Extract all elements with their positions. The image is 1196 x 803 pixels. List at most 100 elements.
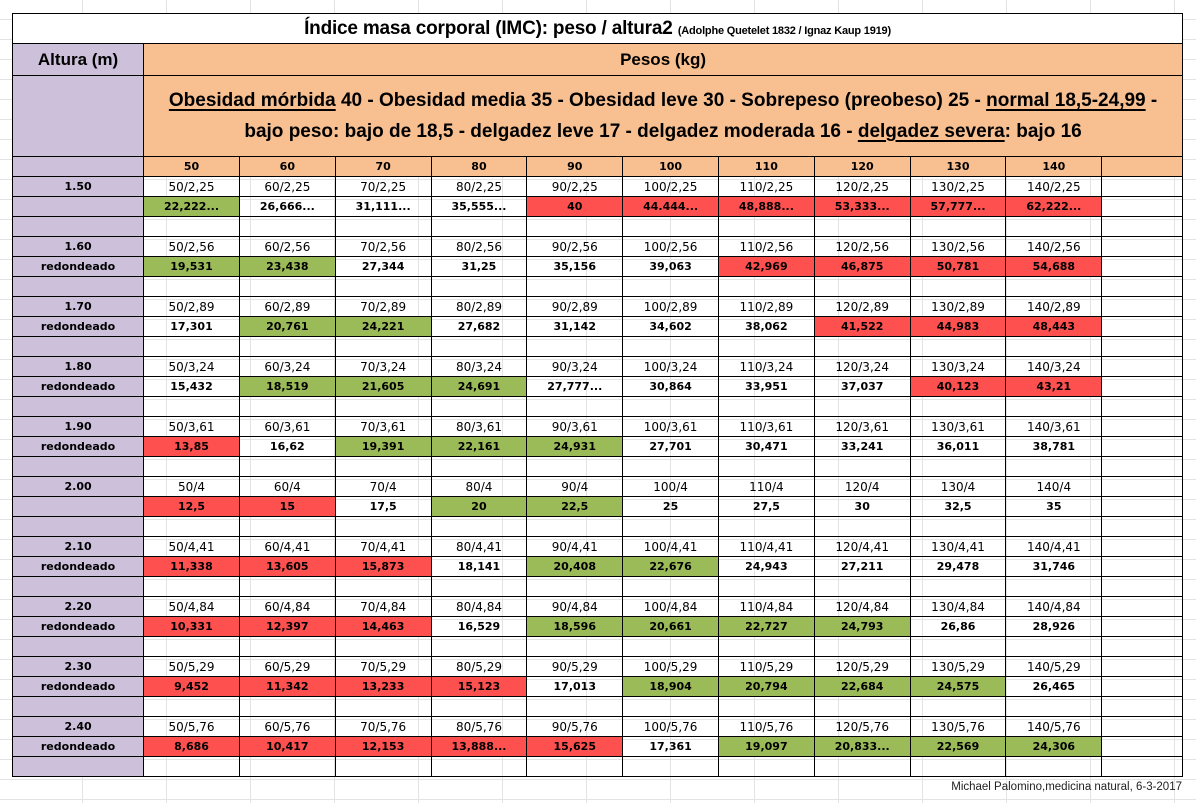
empty-cell[interactable] — [143, 756, 240, 777]
bmi-value-cell-normal[interactable]: 18,519 — [238, 376, 336, 397]
empty-cell[interactable] — [430, 756, 528, 777]
bmi-value-cell[interactable]: 17,361 — [622, 736, 719, 757]
bmi-value-cell-alert[interactable]: 57,777... — [909, 196, 1007, 217]
empty-cell[interactable] — [813, 756, 911, 777]
empty-cell[interactable] — [143, 216, 240, 237]
empty-cell[interactable] — [1101, 476, 1183, 497]
empty-cell[interactable] — [526, 336, 624, 357]
empty-cell[interactable] — [717, 756, 815, 777]
height-label[interactable]: 2.20 — [11, 596, 145, 617]
empty-cell[interactable] — [430, 456, 528, 477]
bmi-value-cell[interactable]: 24,943 — [717, 556, 815, 577]
formula-cell[interactable]: 80/4,41 — [430, 536, 528, 557]
bmi-value-cell-alert[interactable]: 12,5 — [143, 496, 240, 517]
spacer-label-cell[interactable] — [11, 696, 145, 717]
weight-header-cell[interactable]: 110 — [717, 156, 815, 177]
bmi-value-cell-normal[interactable]: 22,161 — [430, 436, 528, 457]
formula-cell[interactable]: 120/2,89 — [813, 296, 911, 317]
empty-cell[interactable] — [526, 636, 624, 657]
rounded-label[interactable]: redondeado — [11, 736, 145, 757]
empty-cell[interactable] — [334, 696, 432, 717]
formula-cell[interactable]: 50/4 — [143, 476, 240, 497]
empty-cell[interactable] — [813, 216, 911, 237]
formula-cell[interactable]: 70/3,24 — [334, 356, 432, 377]
bmi-value-cell-alert[interactable]: 10,331 — [143, 616, 240, 637]
height-label[interactable]: 2.10 — [11, 536, 145, 557]
formula-cell[interactable]: 90/2,56 — [526, 236, 624, 257]
empty-cell[interactable] — [334, 756, 432, 777]
bmi-value-cell[interactable]: 38,062 — [717, 316, 815, 337]
empty-cell[interactable] — [430, 696, 528, 717]
bmi-value-cell-normal[interactable]: 20,761 — [238, 316, 336, 337]
formula-cell[interactable]: 120/4,84 — [813, 596, 911, 617]
bmi-value-cell-alert[interactable]: 12,153 — [334, 736, 432, 757]
empty-cell[interactable] — [238, 276, 336, 297]
height-label[interactable]: 2.40 — [11, 716, 145, 737]
bmi-value-cell-alert[interactable]: 15 — [238, 496, 336, 517]
formula-cell[interactable]: 130/3,61 — [909, 416, 1007, 437]
empty-cell[interactable] — [1101, 736, 1183, 757]
formula-cell[interactable]: 70/5,76 — [334, 716, 432, 737]
bmi-value-cell-alert[interactable]: 40,123 — [909, 376, 1007, 397]
weight-header-cell[interactable]: 130 — [909, 156, 1007, 177]
empty-cell[interactable] — [430, 636, 528, 657]
formula-cell[interactable]: 140/5,76 — [1005, 716, 1103, 737]
height-label[interactable]: 1.50 — [11, 176, 145, 197]
empty-cell[interactable] — [334, 216, 432, 237]
formula-cell[interactable]: 90/5,76 — [526, 716, 624, 737]
bmi-value-cell-normal[interactable]: 18,904 — [622, 676, 719, 697]
empty-cell[interactable] — [1005, 276, 1103, 297]
bmi-value-cell-alert[interactable]: 15,123 — [430, 676, 528, 697]
empty-cell[interactable] — [334, 456, 432, 477]
empty-cell[interactable] — [1101, 456, 1183, 477]
formula-cell[interactable]: 120/2,25 — [813, 176, 911, 197]
formula-cell[interactable]: 60/2,25 — [238, 176, 336, 197]
formula-cell[interactable]: 110/5,29 — [717, 656, 815, 677]
bmi-value-cell-normal[interactable]: 22,676 — [622, 556, 719, 577]
formula-cell[interactable]: 110/3,24 — [717, 356, 815, 377]
empty-cell[interactable] — [717, 576, 815, 597]
bmi-value-cell-normal[interactable]: 22,5 — [526, 496, 624, 517]
formula-cell[interactable]: 140/2,89 — [1005, 296, 1103, 317]
bmi-value-cell[interactable]: 29,478 — [909, 556, 1007, 577]
empty-cell[interactable] — [1101, 536, 1183, 557]
empty-cell[interactable] — [238, 756, 336, 777]
pesos-header[interactable]: Pesos (kg) — [143, 43, 1183, 76]
height-label[interactable]: 1.90 — [11, 416, 145, 437]
bmi-value-cell-normal[interactable]: 24,691 — [430, 376, 528, 397]
formula-cell[interactable]: 80/2,25 — [430, 176, 528, 197]
spacer-label-cell[interactable] — [11, 396, 145, 417]
empty-cell[interactable] — [1101, 556, 1183, 577]
empty-cell[interactable] — [430, 276, 528, 297]
formula-cell[interactable]: 120/3,24 — [813, 356, 911, 377]
bmi-value-cell-alert[interactable]: 14,463 — [334, 616, 432, 637]
formula-cell[interactable]: 50/3,61 — [143, 416, 240, 437]
empty-cell[interactable] — [622, 636, 719, 657]
formula-cell[interactable]: 140/3,61 — [1005, 416, 1103, 437]
spacer-label-cell[interactable] — [11, 216, 145, 237]
bmi-value-cell[interactable]: 34,602 — [622, 316, 719, 337]
empty-cell[interactable] — [622, 576, 719, 597]
empty-cell[interactable] — [813, 276, 911, 297]
bmi-value-cell-alert[interactable]: 8,686 — [143, 736, 240, 757]
bmi-value-cell-normal[interactable]: 22,222... — [143, 196, 240, 217]
bmi-value-cell[interactable]: 16,62 — [238, 436, 336, 457]
rounded-label[interactable]: redondeado — [11, 316, 145, 337]
formula-cell[interactable]: 80/5,29 — [430, 656, 528, 677]
bmi-value-cell-normal[interactable]: 24,575 — [909, 676, 1007, 697]
empty-cell[interactable] — [334, 576, 432, 597]
formula-cell[interactable]: 110/4,84 — [717, 596, 815, 617]
bmi-value-cell-normal[interactable]: 20,794 — [717, 676, 815, 697]
bmi-value-cell[interactable]: 35,156 — [526, 256, 624, 277]
empty-cell[interactable] — [717, 396, 815, 417]
bmi-value-cell[interactable]: 33,241 — [813, 436, 911, 457]
empty-cell[interactable] — [909, 756, 1007, 777]
empty-cell[interactable] — [1101, 216, 1183, 237]
empty-cell[interactable] — [526, 756, 624, 777]
empty-cell[interactable] — [143, 696, 240, 717]
formula-cell[interactable]: 110/4,41 — [717, 536, 815, 557]
empty-cell[interactable] — [1101, 396, 1183, 417]
bmi-value-cell-alert[interactable]: 53,333... — [813, 196, 911, 217]
formula-cell[interactable]: 60/4,41 — [238, 536, 336, 557]
height-label[interactable]: 1.60 — [11, 236, 145, 257]
